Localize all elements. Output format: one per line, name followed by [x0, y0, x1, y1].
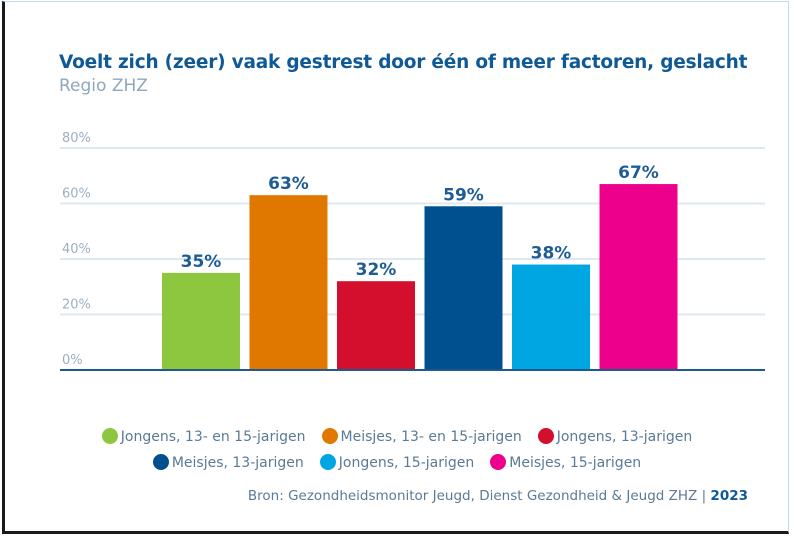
legend-item: Jongens, 15-jarigen [319, 454, 475, 471]
legend-swatch-icon [101, 428, 118, 444]
legend-label: Meisjes, 13-jarigen [171, 455, 304, 471]
legend-label: Jongens, 13-jarigen [556, 429, 693, 445]
legend-swatch-icon [321, 428, 338, 444]
data-labels: 35% 63% 32% 59% 38% 67% [181, 163, 659, 280]
y-tick-label: 20% [62, 298, 91, 313]
source-text: Bron: Gezondheidsmonitor Jeugd, Dienst G… [247, 488, 707, 504]
bar [512, 264, 590, 370]
legend-item: Jongens, 13- en 15-jarigen [101, 428, 306, 445]
legend-label: Jongens, 13- en 15-jarigen [120, 429, 306, 445]
legend-row-1: Jongens, 13- en 15-jarigen Meisjes, 13- e… [0, 428, 794, 445]
legend-item: Meisjes, 13- en 15-jarigen [321, 428, 522, 445]
legend-swatch-icon [490, 454, 507, 470]
y-axis-ticks: 0% 20% 40% 60% 80% [62, 131, 91, 368]
source-year: 2023 [710, 488, 748, 504]
legend-label: Jongens, 15-jarigen [338, 455, 475, 471]
legend-swatch-icon [319, 454, 336, 470]
legend-item: Meisjes, 13-jarigen [152, 454, 304, 471]
bars [162, 184, 678, 370]
y-tick-label: 60% [62, 187, 91, 202]
data-label: 35% [181, 252, 222, 272]
data-label: 67% [618, 163, 659, 183]
bar [337, 281, 415, 370]
bar [162, 272, 240, 370]
legend-label: Meisjes, 15-jarigen [509, 455, 642, 471]
legend-item: Jongens, 13-jarigen [537, 428, 693, 445]
chart-subtitle: Regio ZHZ [59, 76, 148, 96]
bar [599, 184, 678, 370]
y-tick-label: 80% [62, 131, 91, 146]
legend-swatch-icon [537, 428, 554, 444]
data-label: 38% [531, 244, 572, 264]
bar [424, 206, 503, 370]
legend-swatch-icon [152, 454, 169, 470]
data-label: 32% [356, 260, 397, 280]
legend-item: Meisjes, 15-jarigen [490, 454, 641, 471]
legend-label: Meisjes, 13- en 15-jarigen [340, 429, 522, 445]
data-label: 63% [268, 174, 309, 194]
bar [249, 195, 328, 370]
y-tick-label: 0% [62, 353, 83, 368]
chart-title: Voelt zich (zeer) vaak gestrest door één… [59, 52, 748, 73]
legend-row-2: Meisjes, 13-jarigen Jongens, 15-jarigen Me… [0, 454, 794, 471]
data-label: 59% [443, 185, 484, 205]
source-note: Bron: Gezondheidsmonitor Jeugd, Dienst G… [248, 488, 748, 504]
y-tick-label: 40% [62, 242, 91, 257]
